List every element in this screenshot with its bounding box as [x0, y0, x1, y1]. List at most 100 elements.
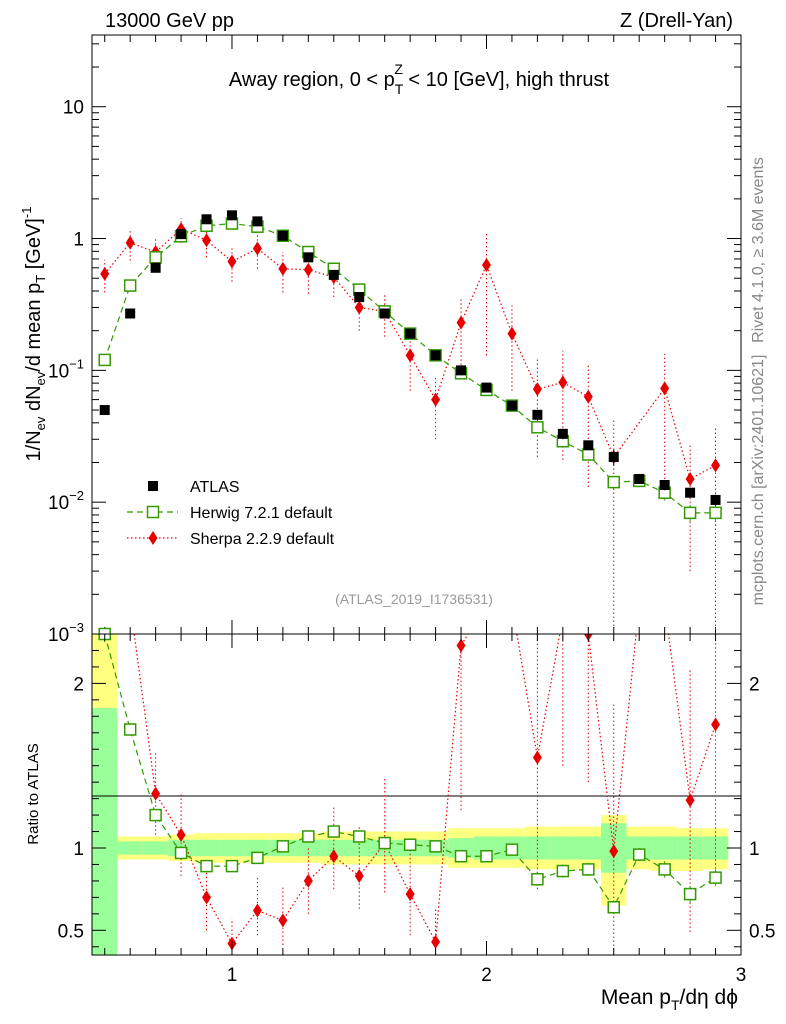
atlas-point: [456, 365, 467, 376]
y-tick-label: 10−2: [48, 488, 84, 514]
herwig-ratio-point: [327, 825, 341, 838]
legend-entry-atlas: ATLAS: [148, 479, 240, 496]
sherpa-ratio-point: [431, 934, 441, 949]
herwig-point: [709, 506, 722, 520]
atlas-point: [634, 473, 645, 484]
y-label-sub-2: ev: [33, 371, 48, 385]
herwig-point: [683, 506, 697, 520]
herwig-ratio-point: [607, 901, 620, 914]
atlas-point: [125, 308, 136, 319]
sherpa-ratio-group: [133, 634, 721, 951]
sherpa-ratio-point: [456, 638, 466, 653]
ratio-axis-ticks: 0.5 0.5 1 1 2 2 1 2 3: [58, 633, 775, 986]
sherpa-ratio-point: [354, 868, 364, 883]
atlas-point: [659, 479, 670, 490]
ratio-y-tick-label-right: 2: [749, 674, 760, 695]
herwig-ratio-point: [403, 838, 417, 851]
atlas-point: [176, 229, 187, 240]
chart-title-sup: Z: [394, 61, 403, 77]
herwig-ratio-point: [480, 849, 493, 863]
legend-label-herwig: Herwig 7.2.1 default: [190, 505, 333, 522]
sherpa-point: [303, 262, 313, 277]
herwig-ratio-point: [709, 871, 722, 884]
sherpa-point: [252, 241, 262, 256]
mcplots-label: mcplots.cern.ch [arXiv:2401.10621]: [750, 355, 767, 606]
legend-label-atlas: ATLAS: [190, 479, 240, 496]
sherpa-point: [202, 233, 212, 248]
legend-marker-herwig: [146, 505, 160, 519]
chart-title-part-b: < 10 [GeV], high thrust: [403, 69, 610, 91]
atlas-point: [430, 350, 441, 361]
sherpa-point: [125, 235, 135, 250]
atlas-point: [481, 382, 492, 393]
atlas-point: [405, 328, 416, 339]
sherpa-ratio-point: [252, 903, 262, 918]
ratio-band-inner: [473, 836, 500, 860]
y-axis-label: 1/Nev dNev/d mean pT [GeV]-1: [19, 207, 48, 462]
y-label-part-c: /d mean p: [23, 283, 45, 372]
ratio-y-tick-label: 2: [73, 674, 84, 695]
sherpa-ratio-point: [176, 827, 186, 842]
sherpa-ratio-point: [685, 793, 695, 808]
header-right-label: Z (Drell-Yan): [620, 10, 733, 32]
herwig-ratio-point: [149, 808, 162, 822]
herwig-ratio-point: [200, 859, 213, 873]
atlas-point: [150, 262, 161, 273]
atlas-point: [303, 252, 314, 263]
y-label-sub-3: T: [33, 275, 48, 283]
ratio-y-axis-label: Ratio to ATLAS: [25, 743, 42, 844]
herwig-ratio-point: [302, 830, 315, 843]
atlas-point: [379, 308, 390, 319]
sherpa-point: [227, 254, 237, 269]
y-tick-label-base: 10: [48, 361, 69, 382]
ratio-panel: 0.5 0.5 1 1 2 2 1 2 3 Ratio to ATLAS Mean pT/dη …: [25, 627, 775, 1013]
atlas-point: [328, 269, 339, 280]
sherpa-point: [660, 381, 670, 396]
atlas-point: [583, 440, 594, 451]
herwig-line: [104, 222, 716, 514]
y-tick-label: 10: [63, 98, 84, 119]
y-label-sup: -1: [19, 207, 34, 219]
sherpa-point: [583, 389, 593, 404]
y-tick-label: 1: [73, 230, 84, 251]
herwig-point: [582, 448, 595, 461]
y-tick-label: 10−1: [48, 356, 84, 382]
herwig-point: [531, 421, 544, 434]
y-label-sub-1: ev: [33, 416, 48, 430]
y-tick-label-base: 10: [48, 493, 69, 514]
sherpa-point: [405, 348, 415, 363]
atlas-point: [201, 214, 212, 225]
legend: ATLAS Herwig 7.2.1 default Sherpa 2.2.9 …: [127, 479, 335, 548]
atlas-point: [252, 216, 263, 227]
herwig-ratio-point: [556, 864, 570, 878]
x-label-part-a: Mean p: [601, 986, 671, 1009]
ratio-y-tick-label-right: 1: [749, 839, 760, 860]
y-tick-label-exponent: −3: [69, 620, 84, 635]
sherpa-ratio-point: [151, 786, 161, 801]
ratio-series-layer: [98, 627, 722, 955]
x-label-sub: T: [671, 997, 680, 1013]
ratio-band-inner: [244, 839, 271, 857]
y-label-part-a: 1/N: [23, 430, 45, 461]
x-tick-label: 2: [481, 965, 492, 986]
sherpa-point: [711, 458, 721, 473]
herwig-ratio-point: [276, 840, 290, 853]
atlas-point: [557, 428, 568, 439]
atlas-point: [685, 487, 696, 498]
sherpa-point: [100, 266, 110, 281]
rivet-version-label: Rivet 4.1.0, ≥ 3.6M events: [750, 157, 767, 343]
atlas-point: [710, 494, 721, 505]
ratio-band-inner: [651, 836, 678, 860]
sherpa-ratio-point: [405, 887, 415, 902]
atlas-point: [532, 409, 543, 420]
ratio-band-inner: [193, 839, 220, 857]
herwig-point: [149, 251, 162, 264]
herwig-ratio-point: [454, 849, 468, 863]
y-tick-label-exponent: −1: [69, 356, 84, 371]
x-label-part-b: /dη dϕ: [680, 986, 738, 1009]
herwig-point: [98, 353, 111, 367]
chart-title: Away region, 0 < pTZ < 10 [GeV], high th…: [229, 61, 610, 97]
